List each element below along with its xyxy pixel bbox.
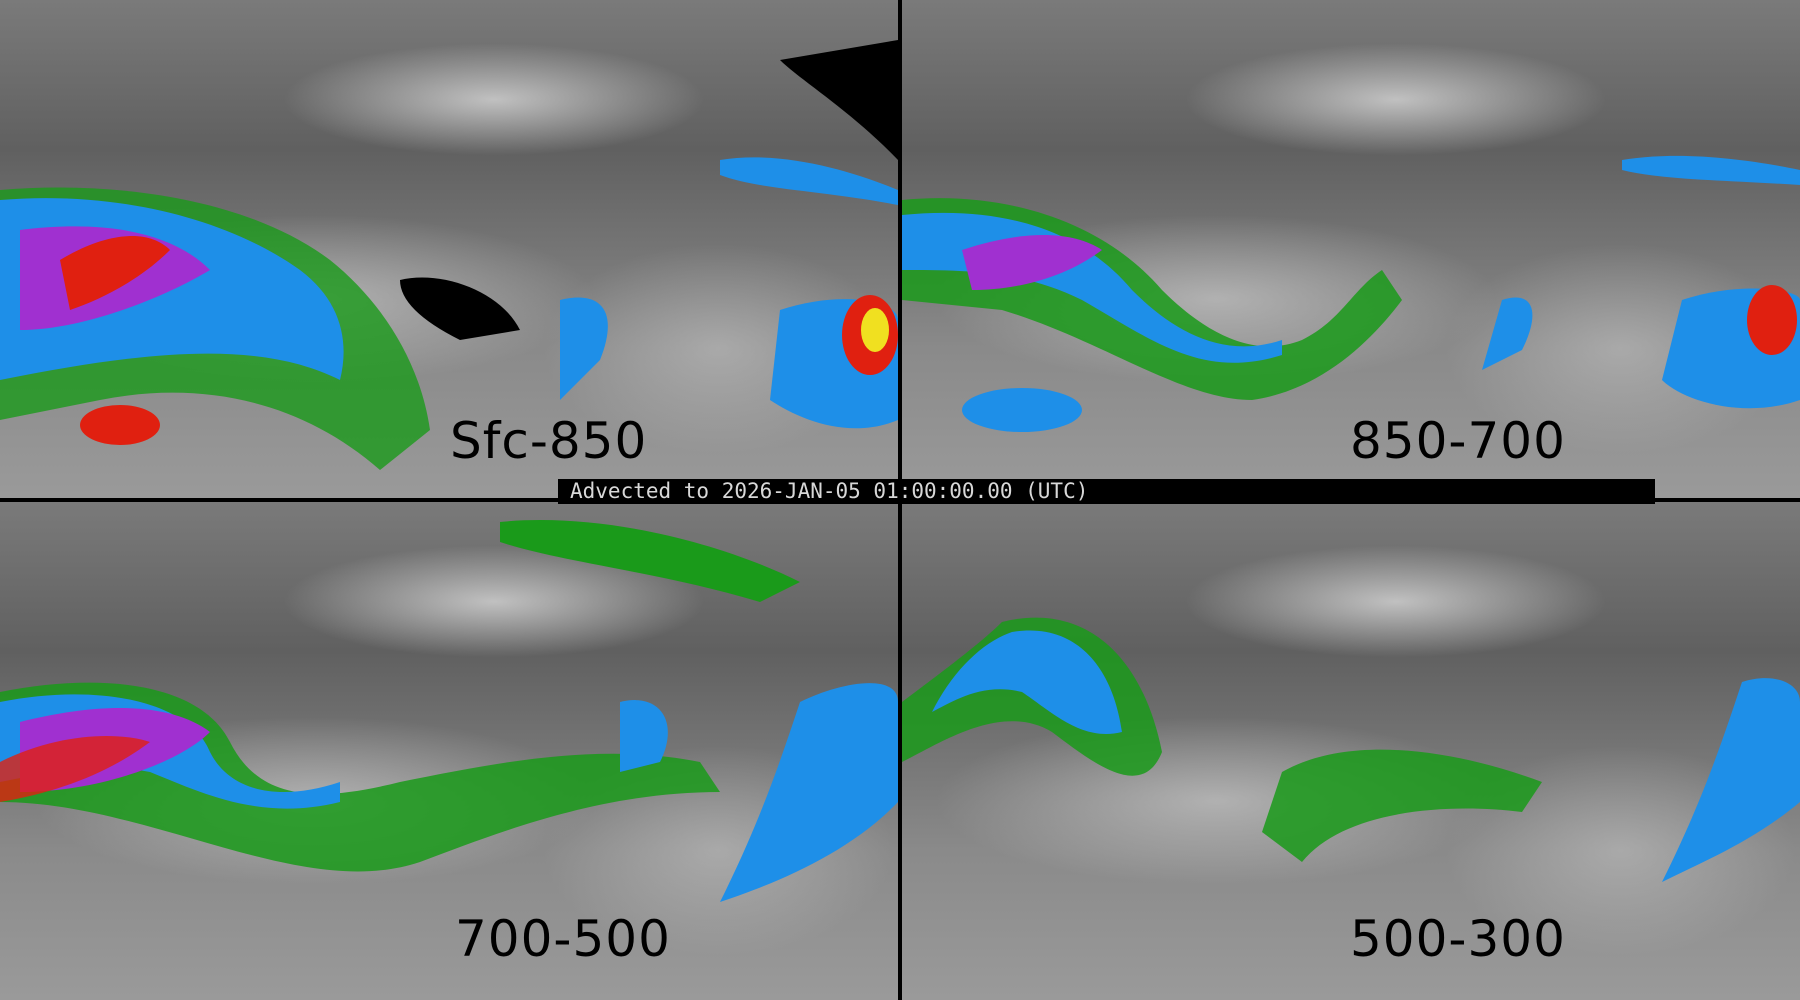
layer-label: 700-500 bbox=[455, 910, 671, 968]
moisture-field bbox=[0, 520, 898, 902]
moisture-field bbox=[902, 617, 1800, 882]
moisture-field bbox=[0, 40, 898, 470]
timestamp-label: Advected to 2026-JAN-05 01:00:00.00 (UTC… bbox=[558, 479, 1655, 504]
panel-850-700: 850-700 bbox=[902, 0, 1800, 498]
layer-label: 850-700 bbox=[1350, 412, 1566, 470]
moisture-field bbox=[902, 155, 1800, 432]
layer-label: Sfc-850 bbox=[450, 412, 648, 470]
panel-500-300: 500-300 bbox=[902, 502, 1800, 1000]
panel-sfc-850: Sfc-850 bbox=[0, 0, 898, 498]
layer-label: 500-300 bbox=[1350, 910, 1566, 968]
panel-700-500: 700-500 bbox=[0, 502, 898, 1000]
